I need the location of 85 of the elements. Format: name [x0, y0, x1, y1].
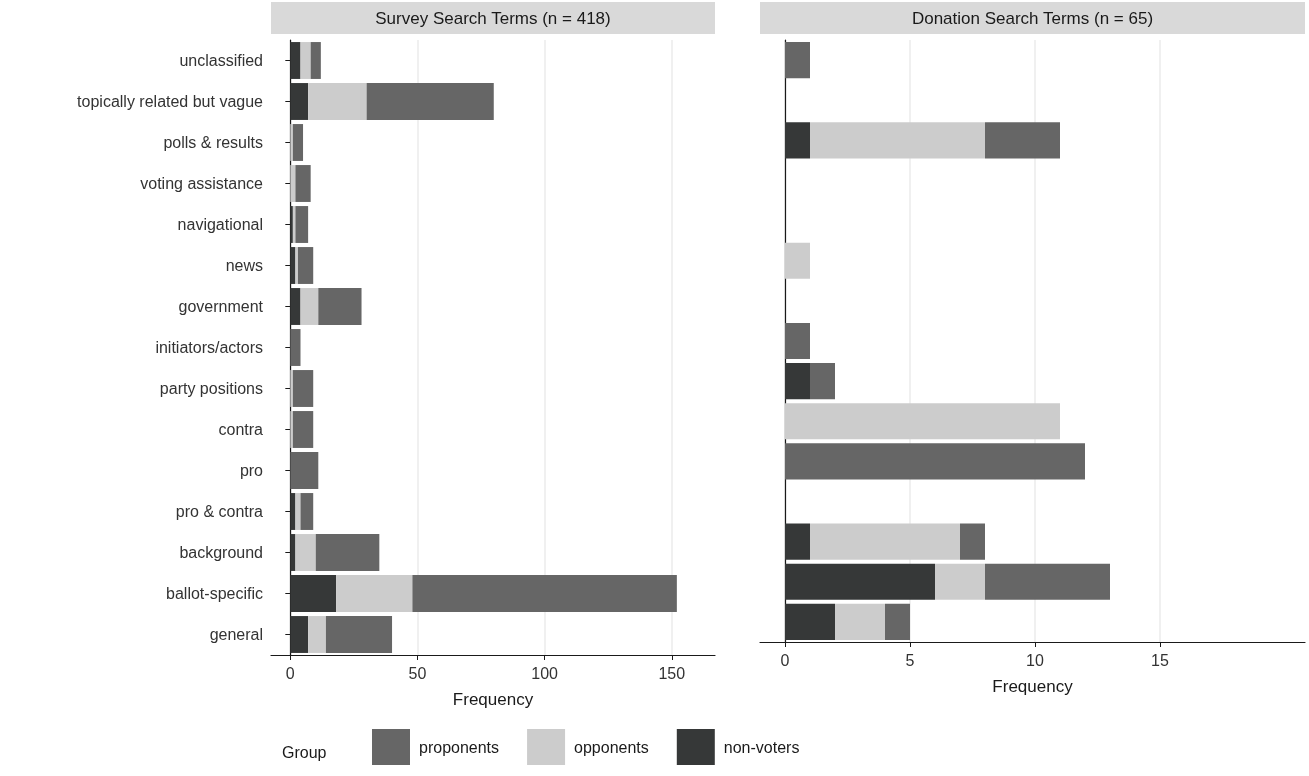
bar — [785, 563, 935, 600]
bar — [785, 322, 810, 360]
bar — [290, 165, 296, 202]
bar — [336, 575, 413, 612]
x-tick-label: 0 — [780, 651, 790, 669]
bar — [412, 575, 677, 612]
bar — [318, 288, 362, 325]
bar — [810, 122, 985, 159]
bar — [785, 242, 810, 279]
y-tick-label: government — [178, 298, 264, 315]
legend-label: opponents — [574, 738, 649, 756]
bar — [310, 42, 321, 79]
bar — [290, 452, 319, 489]
x-tick-label: 50 — [408, 664, 427, 682]
bar — [315, 534, 380, 571]
y-tick-label: initiators/actors — [155, 339, 263, 356]
bar — [292, 370, 314, 407]
y-tick-label: background — [179, 544, 263, 561]
bar — [290, 534, 296, 571]
bar — [290, 370, 293, 407]
bar — [290, 329, 301, 366]
x-tick-label: 10 — [1026, 651, 1044, 669]
y-tick-label: topically related but vague — [77, 93, 264, 110]
y-tick-label: ballot-specific — [166, 585, 263, 602]
bar — [308, 83, 367, 120]
bar — [785, 42, 810, 79]
bar — [290, 42, 301, 79]
bar — [292, 124, 304, 161]
bar — [295, 493, 301, 530]
bar — [297, 247, 314, 284]
y-tick-label: news — [225, 257, 263, 274]
y-tick-label: pro & contra — [175, 503, 264, 520]
bar — [885, 603, 910, 640]
x-tick-label: 150 — [658, 664, 686, 682]
y-tick-label: navigational — [177, 216, 263, 233]
y-tick-label: polls & results — [163, 134, 263, 151]
bar — [295, 206, 309, 243]
y-tick-label: voting assistance — [140, 175, 264, 192]
legend-label: non-voters — [723, 738, 800, 756]
chart-title: Survey Search Terms (n = 418) — [375, 8, 611, 28]
y-tick-label: contra — [218, 421, 264, 438]
y-tick-label: unclassified — [179, 52, 263, 69]
bar — [292, 411, 314, 448]
bar — [785, 523, 810, 560]
x-axis-title: Frequency — [992, 677, 1074, 696]
bar — [810, 523, 960, 560]
bar — [300, 288, 319, 325]
bar — [985, 122, 1060, 159]
y-tick-label: general — [209, 626, 263, 643]
bar — [985, 563, 1110, 600]
bar — [290, 247, 296, 284]
bar — [935, 563, 985, 600]
bar — [300, 493, 314, 530]
bar — [300, 42, 311, 79]
bar — [295, 534, 316, 571]
bar — [290, 616, 309, 653]
bar — [290, 493, 296, 530]
bar — [785, 603, 835, 640]
bar — [295, 165, 311, 202]
x-tick-label: 15 — [1151, 651, 1169, 669]
bar — [366, 83, 494, 120]
x-axis-title: Frequency — [452, 690, 534, 709]
x-tick-label: 100 — [531, 664, 559, 682]
bar — [290, 575, 337, 612]
x-tick-label: 0 — [285, 664, 295, 682]
bar — [290, 83, 309, 120]
bar — [960, 523, 985, 560]
bar — [835, 603, 885, 640]
bar — [290, 411, 293, 448]
bar — [290, 124, 293, 161]
bar — [785, 122, 810, 159]
bar — [308, 616, 326, 653]
bar — [785, 443, 1085, 480]
legend-title: Group — [282, 743, 327, 761]
bar — [785, 363, 810, 400]
bar — [785, 403, 1060, 440]
y-tick-label: pro — [239, 462, 264, 479]
y-tick-label: party positions — [159, 380, 263, 397]
legend-label: proponents — [419, 738, 500, 756]
chart-title: Donation Search Terms (n = 65) — [911, 8, 1154, 28]
bar — [810, 363, 835, 400]
bar — [295, 247, 298, 284]
bar — [325, 616, 393, 653]
x-tick-label: 5 — [905, 651, 915, 669]
bar — [290, 288, 301, 325]
